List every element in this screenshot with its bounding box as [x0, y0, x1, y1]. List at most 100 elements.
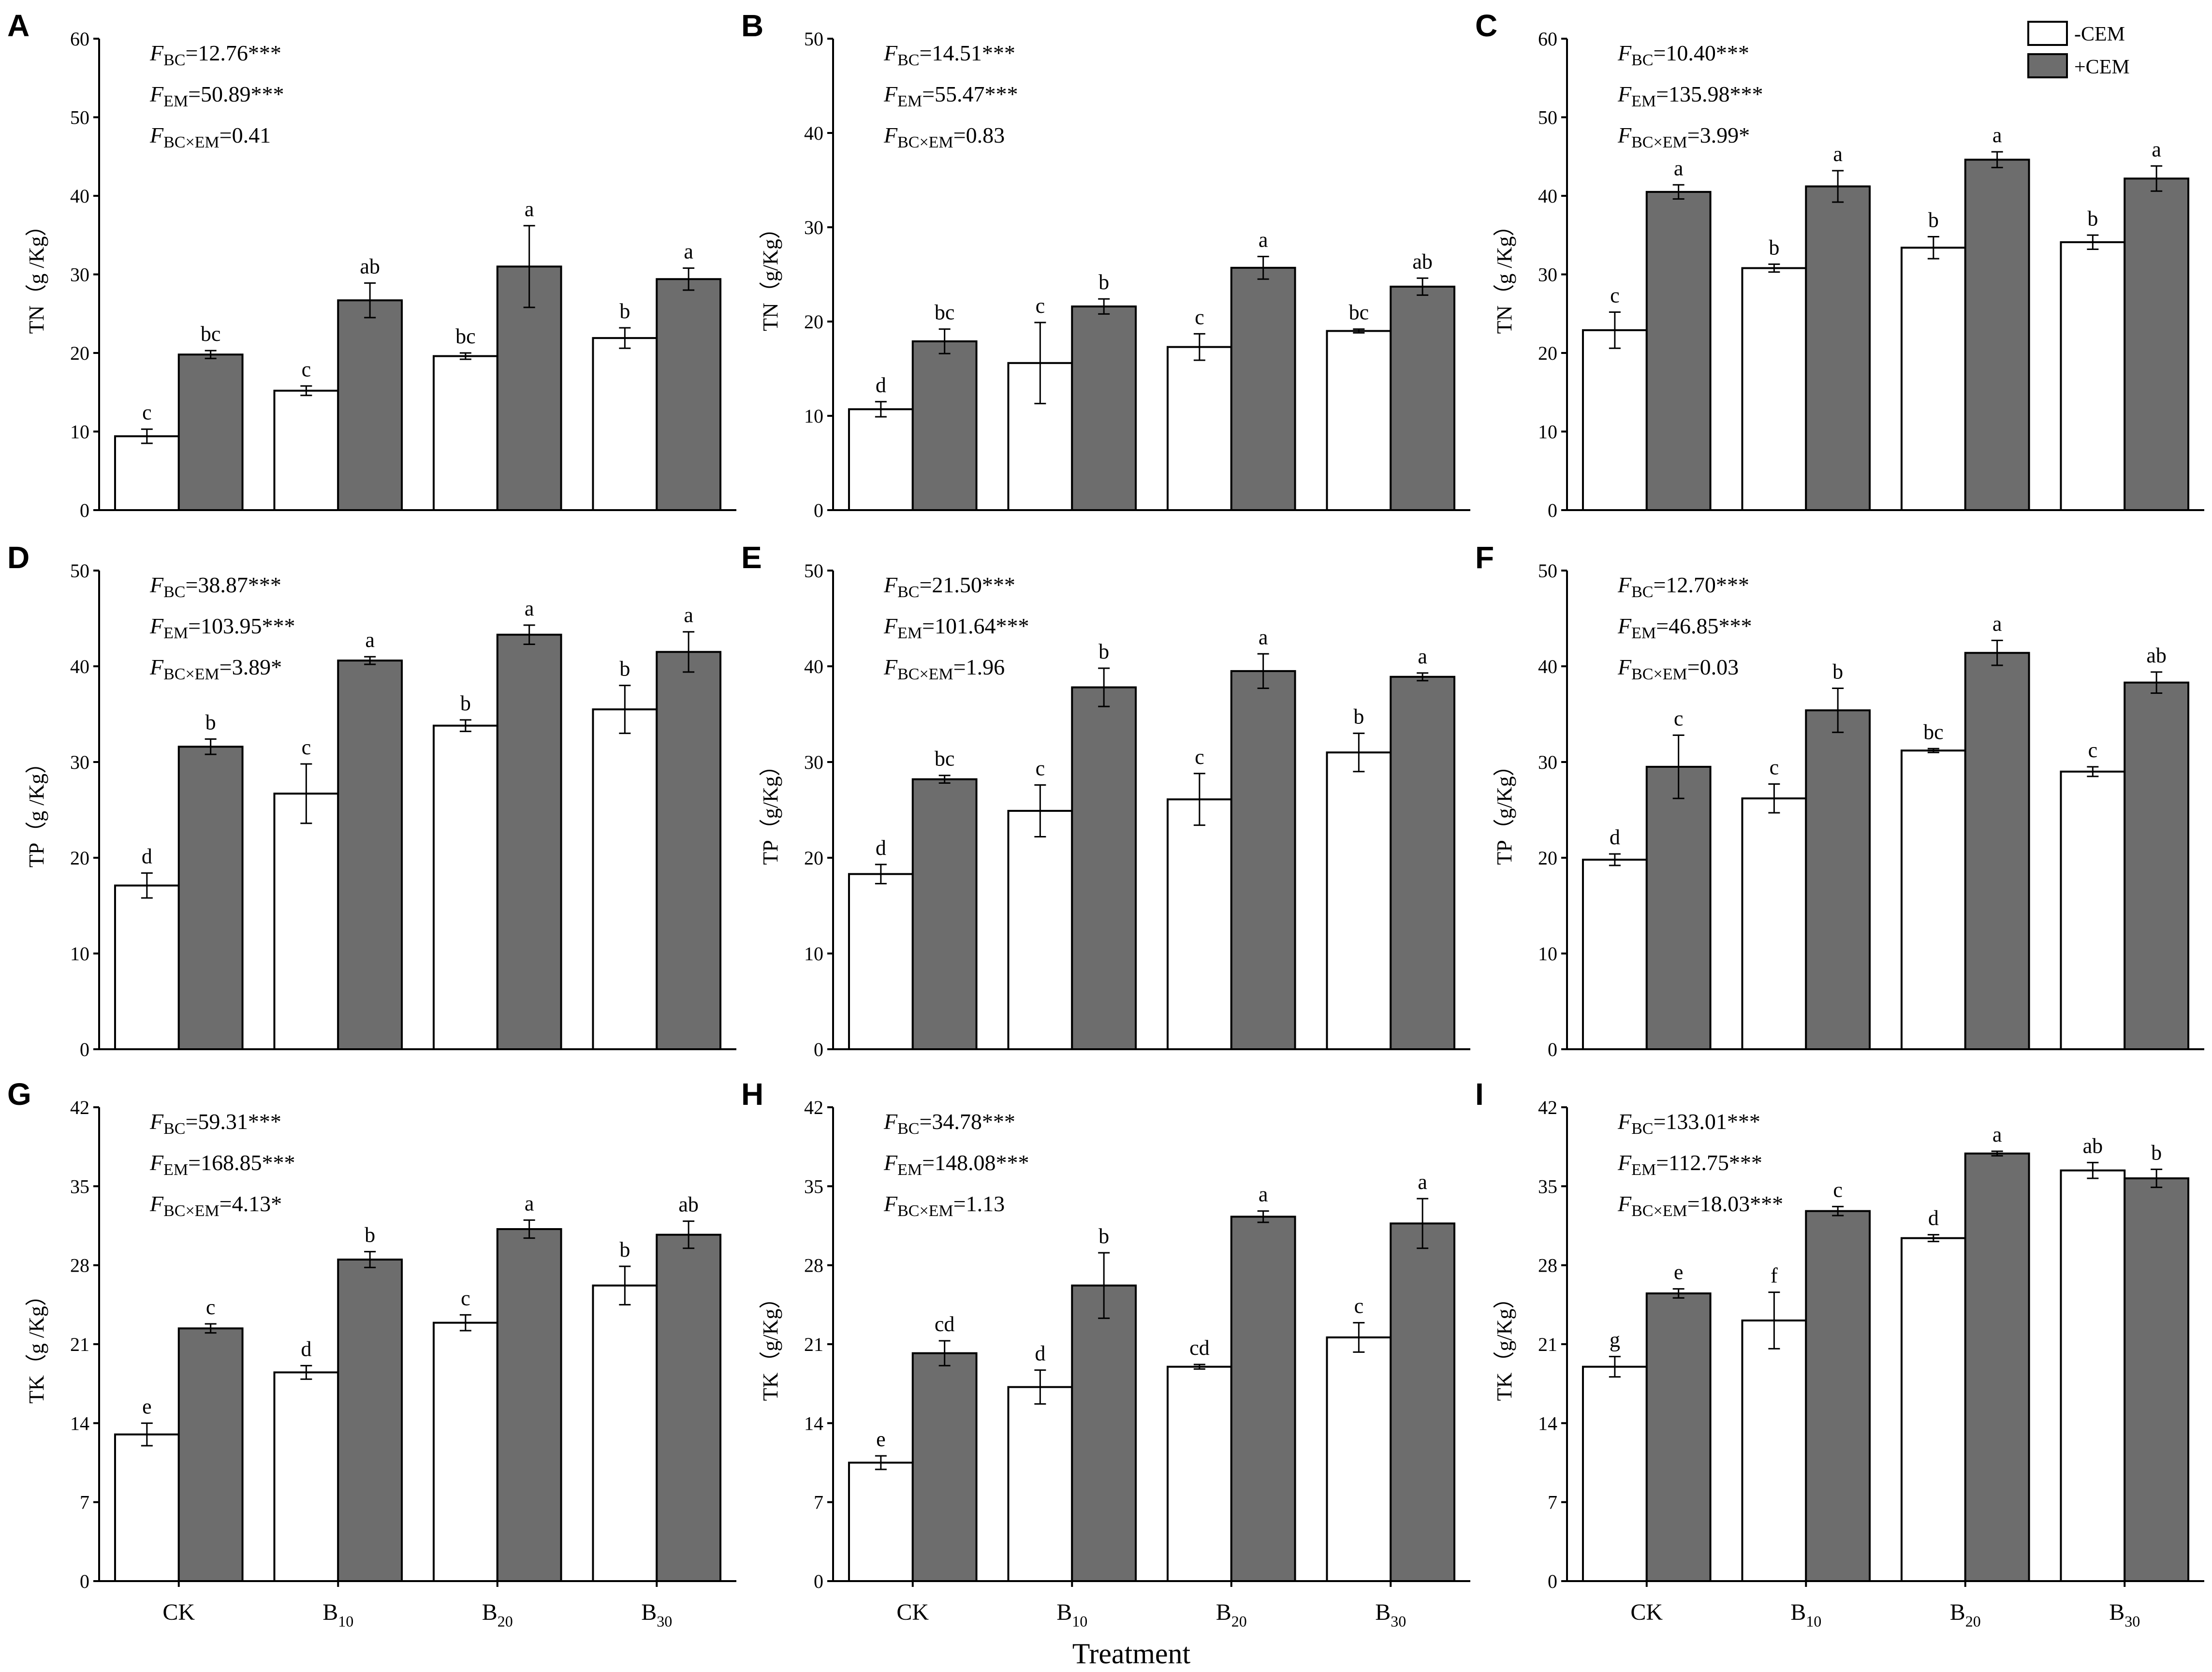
bar-d-plus-cem-2: [496, 633, 562, 1051]
sig-letter-g-1-0: c: [206, 1295, 216, 1319]
y-tick-label-a-5: 50: [70, 107, 89, 129]
y-tick-label-i-4: 28: [1538, 1255, 1557, 1276]
bar-d-plus-cem-3: [656, 651, 722, 1051]
bar-a-plus-cem-1: [337, 299, 403, 511]
y-tick-label-a-1: 10: [70, 421, 89, 443]
sig-letter-d-0-1: c: [302, 735, 311, 759]
bar-e-minus-cem-2: [1166, 798, 1232, 1050]
f-stat-c-0: FBC=10.40***: [1617, 41, 1749, 69]
y-tick-label-e-1: 10: [804, 943, 823, 965]
y-tick-label-c-3: 30: [1538, 264, 1557, 286]
bar-e-plus-cem-3: [1390, 675, 1456, 1050]
sig-letter-h-0-2: cd: [1189, 1336, 1210, 1360]
bar-h-plus-cem-3: [1390, 1222, 1456, 1582]
sig-letter-e-0-3: b: [1353, 705, 1364, 729]
sig-letter-f-1-0: c: [1674, 707, 1684, 731]
sig-letter-i-0-0: g: [1610, 1328, 1620, 1352]
bar-i-plus-cem-1: [1805, 1210, 1871, 1583]
sig-letter-a-1-0: bc: [201, 322, 221, 346]
bar-h-minus-cem-1: [1007, 1386, 1073, 1583]
y-tick-label-b-3: 30: [804, 217, 823, 238]
sig-letter-g-1-1: b: [365, 1223, 375, 1247]
bar-d-minus-cem-2: [432, 724, 498, 1050]
x-tick-label-i-2: B20: [1950, 1599, 1981, 1630]
f-stat-c-2: FBC×EM=3.99*: [1617, 123, 1750, 151]
sig-letter-c-0-1: b: [1769, 235, 1779, 259]
y-tick-label-d-1: 10: [70, 943, 89, 965]
sig-letter-d-0-2: b: [460, 691, 471, 715]
panel-letter-h: H: [741, 1077, 763, 1112]
y-tick-label-i-6: 42: [1538, 1097, 1557, 1118]
sig-letter-h-1-0: cd: [935, 1312, 955, 1336]
y-tick-label-d-3: 30: [70, 751, 89, 773]
f-stat-i-1: FEM=112.75***: [1617, 1150, 1762, 1179]
y-tick-label-e-3: 30: [804, 751, 823, 773]
bar-h-minus-cem-2: [1166, 1365, 1232, 1583]
sig-letter-c-1-3: a: [2152, 137, 2161, 161]
f-stat-a-0: FBC=12.76***: [149, 41, 281, 69]
bar-e-minus-cem-1: [1007, 809, 1073, 1050]
bar-c-plus-cem-1: [1805, 185, 1871, 511]
sig-letter-b-1-0: bc: [935, 301, 955, 324]
sig-letter-i-1-1: c: [1833, 1178, 1843, 1202]
f-stat-b-1: FEM=55.47***: [883, 82, 1018, 110]
x-tick-label-g-2: B20: [482, 1599, 513, 1630]
f-stat-g-1: FEM=168.85***: [149, 1150, 295, 1179]
y-tick-label-a-4: 40: [70, 185, 89, 207]
sig-letter-c-0-0: c: [1610, 284, 1620, 308]
bar-i-plus-cem-0: [1645, 1292, 1712, 1582]
y-tick-label-f-2: 20: [1538, 847, 1557, 869]
bar-d-plus-cem-1: [337, 660, 403, 1050]
f-stat-h-0: FBC=34.78***: [883, 1109, 1015, 1138]
panel-g: G 0 7 14 21 28 35 42 TK（g /Kg） e c CK d b B10 c a B20 b ab B…: [7, 1077, 736, 1630]
f-stat-b-0: FBC=14.51***: [883, 41, 1015, 69]
bar-b-plus-cem-0: [911, 340, 978, 511]
sig-letter-b-0-3: bc: [1349, 301, 1369, 324]
bar-e-plus-cem-1: [1071, 686, 1137, 1051]
sig-letter-g-0-2: c: [461, 1286, 470, 1310]
bar-g-minus-cem-0: [114, 1433, 180, 1583]
bar-f-plus-cem-2: [1964, 652, 2030, 1050]
y-tick-label-a-2: 20: [70, 342, 89, 364]
sig-letter-h-0-0: e: [876, 1427, 886, 1451]
sig-letter-i-1-0: e: [1674, 1261, 1684, 1284]
y-axis-label-d: TP（g /Kg）: [25, 752, 48, 867]
f-stat-d-0: FBC=38.87***: [149, 572, 281, 601]
sig-letter-a-0-3: b: [619, 299, 630, 323]
legend-label-plus-cem: +CEM: [2074, 56, 2130, 78]
panel-d: D 0 10 20 30 40 50 TP（g /Kg） d b c a b a b a FBC=38.87**…: [7, 540, 736, 1060]
sig-letter-c-1-2: a: [1992, 123, 2002, 147]
x-tick-label-h-2: B20: [1216, 1599, 1247, 1630]
bar-f-plus-cem-3: [2124, 681, 2190, 1051]
bar-f-plus-cem-1: [1805, 709, 1871, 1050]
legend: -CEM +CEM: [2027, 21, 2130, 78]
y-axis-label-e: TP（g/Kg）: [759, 755, 782, 865]
sig-letter-d-1-1: a: [365, 628, 375, 652]
sig-letter-d-1-2: a: [525, 597, 534, 620]
bar-b-minus-cem-2: [1166, 346, 1232, 512]
sig-letter-c-0-2: b: [1928, 208, 1939, 232]
y-tick-label-b-0: 0: [814, 499, 823, 521]
sig-letter-a-0-2: bc: [455, 324, 476, 348]
sig-letter-e-1-0: bc: [935, 747, 955, 771]
y-tick-label-h-1: 7: [814, 1492, 823, 1513]
bar-g-minus-cem-3: [592, 1284, 658, 1583]
sig-letter-f-0-0: d: [1610, 825, 1620, 849]
y-tick-label-h-4: 28: [804, 1255, 823, 1276]
sig-letter-b-0-2: c: [1195, 305, 1204, 329]
y-tick-label-b-1: 10: [804, 405, 823, 427]
y-tick-label-d-4: 40: [70, 656, 89, 677]
y-tick-label-g-4: 28: [70, 1255, 89, 1276]
y-tick-label-f-0: 0: [1548, 1039, 1557, 1060]
f-stat-f-0: FBC=12.70***: [1617, 572, 1749, 601]
f-stat-e-2: FBC×EM=1.96: [883, 655, 1005, 683]
y-axis-label-c: TN（g /Kg）: [1493, 215, 1516, 334]
bar-h-plus-cem-0: [911, 1352, 978, 1583]
y-tick-label-i-2: 14: [1538, 1412, 1557, 1434]
sig-letter-i-0-2: d: [1928, 1206, 1939, 1230]
bar-i-minus-cem-0: [1582, 1365, 1648, 1583]
sig-letter-e-1-3: a: [1418, 645, 1427, 668]
bar-c-minus-cem-1: [1741, 267, 1807, 511]
bar-h-minus-cem-3: [1326, 1336, 1392, 1582]
y-tick-label-c-2: 20: [1538, 342, 1557, 364]
